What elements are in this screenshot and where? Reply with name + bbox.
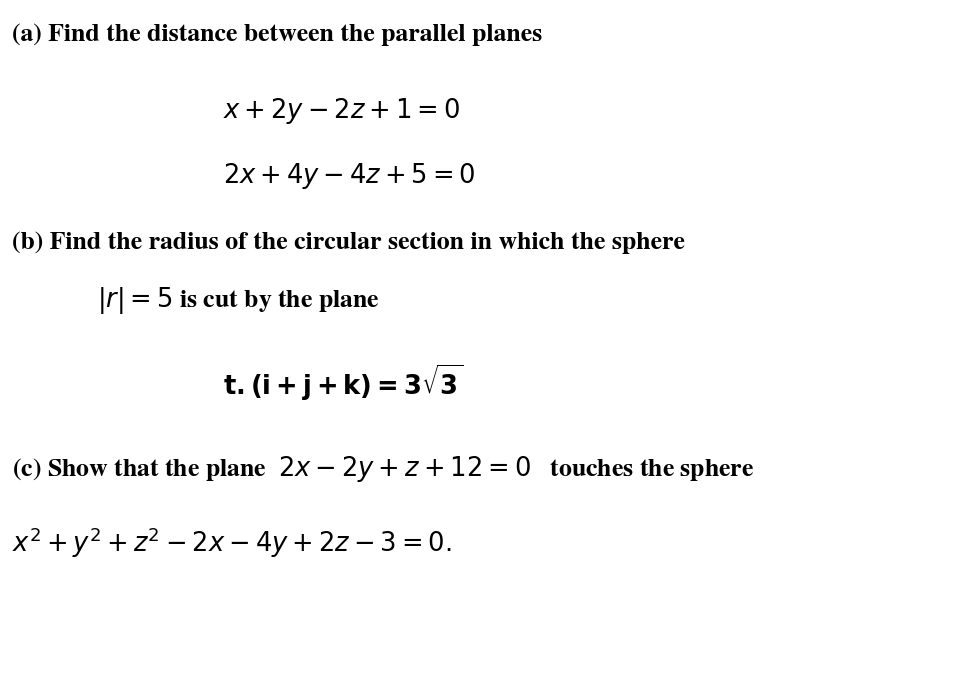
Text: $|r| = 5$ is cut by the plane: $|r| = 5$ is cut by the plane [97,285,380,316]
Text: $\mathbf{t. (i + j + k) = 3\sqrt{3}}$: $\mathbf{t. (i + j + k) = 3\sqrt{3}}$ [223,362,463,403]
Text: $2x + 4y - 4z + 5 = 0$: $2x + 4y - 4z + 5 = 0$ [223,161,476,190]
Text: $x^2 + y^2 + z^2 - 2x - 4y + 2z - 3 = 0.$: $x^2 + y^2 + z^2 - 2x - 4y + 2z - 3 = 0.… [12,525,452,560]
Text: (b) Find the radius of the circular section in which the sphere: (b) Find the radius of the circular sect… [12,232,685,254]
Text: (a) Find the distance between the parallel planes: (a) Find the distance between the parall… [12,24,542,46]
Text: $x + 2y - 2z + 1 = 0$: $x + 2y - 2z + 1 = 0$ [223,96,460,126]
Text: (c) Show that the plane  $2x - 2y + z + 12 = 0$   touches the sphere: (c) Show that the plane $2x - 2y + z + 1… [12,454,754,483]
